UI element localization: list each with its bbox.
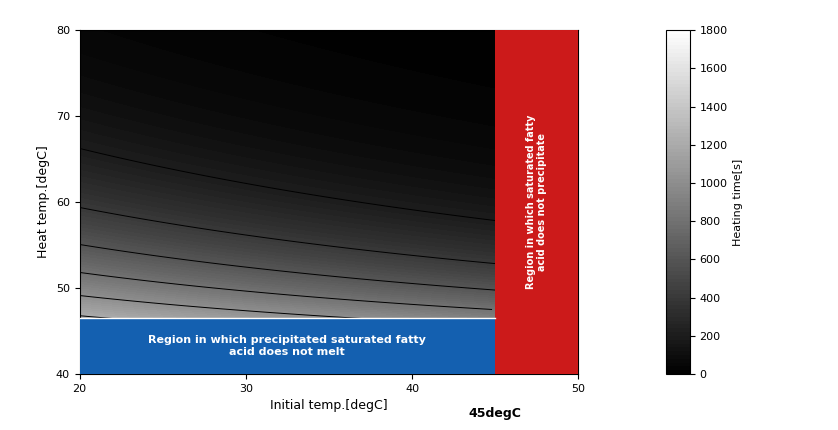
Y-axis label: Heating time[s]: Heating time[s]	[733, 159, 743, 246]
Text: 200: 200	[528, 220, 549, 232]
Text: Region in which precipitated saturated fatty
acid does not melt: Region in which precipitated saturated f…	[148, 335, 427, 357]
Text: 45degC: 45degC	[468, 407, 521, 420]
Bar	[495, 30, 578, 374]
Text: 800: 800	[494, 305, 515, 316]
Text: Region in which saturated fatty
acid does not precipitate: Region in which saturated fatty acid doe…	[526, 115, 547, 289]
Y-axis label: Heat temp.[degC]: Heat temp.[degC]	[37, 146, 50, 258]
X-axis label: Initial temp.[degC]: Initial temp.[degC]	[270, 399, 388, 412]
Text: 1200: 1200	[420, 331, 447, 342]
Text: 1000: 1000	[543, 322, 570, 334]
Text: 600: 600	[553, 289, 573, 301]
Text: 400: 400	[498, 259, 519, 270]
Bar	[80, 318, 495, 374]
